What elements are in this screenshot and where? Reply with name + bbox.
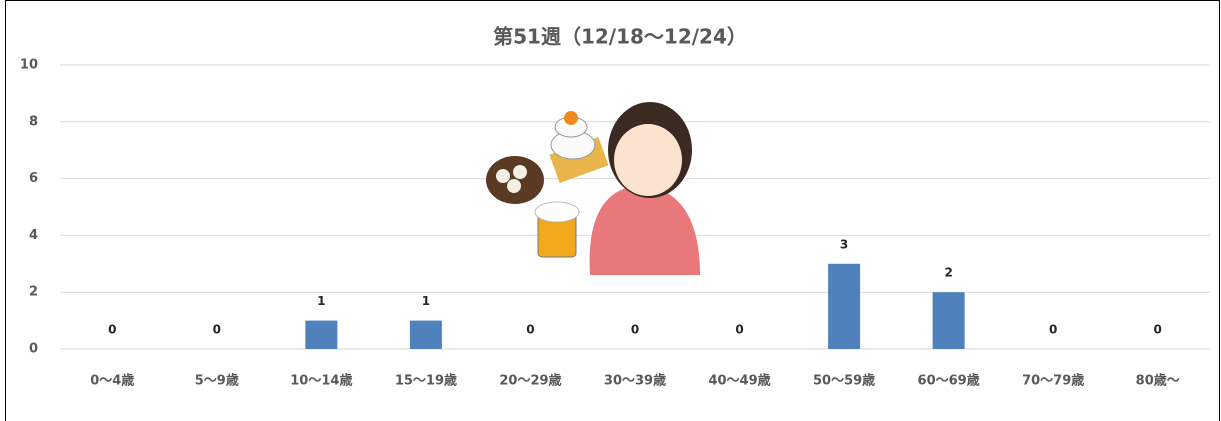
value-label: 0 [1154, 323, 1162, 337]
x-tick-label: 20～29歳 [499, 373, 561, 389]
y-tick-label: 6 [29, 171, 38, 186]
value-label: 0 [108, 323, 116, 337]
x-tick-label: 40～49歳 [708, 373, 770, 389]
dumpling [513, 165, 527, 179]
value-label: 0 [735, 323, 743, 337]
orange [564, 111, 578, 125]
x-tick-label: 10～14歳 [290, 373, 352, 389]
face [614, 124, 682, 196]
bar [305, 321, 337, 349]
value-label: 1 [422, 294, 430, 308]
x-tick-label: 60～69歳 [918, 373, 980, 389]
foam [535, 202, 579, 222]
y-tick-label: 2 [29, 285, 38, 300]
y-tick-label: 8 [29, 114, 38, 129]
bar [410, 321, 442, 349]
value-label: 2 [944, 266, 952, 280]
x-tick-label: 70～79歳 [1022, 373, 1084, 389]
x-tick-label: 80歳～ [1136, 373, 1180, 389]
y-tick-label: 10 [20, 58, 38, 73]
dumpling [496, 169, 510, 183]
x-tick-label: 0～4歳 [90, 373, 134, 389]
value-label: 0 [631, 323, 639, 337]
x-tick-label: 30～39歳 [604, 373, 666, 389]
bar [933, 292, 965, 349]
x-tick-label: 50～59歳 [813, 373, 875, 389]
y-tick-label: 0 [29, 342, 38, 357]
x-tick-label: 5～9歳 [195, 373, 239, 389]
value-label: 1 [317, 294, 325, 308]
value-label: 3 [840, 237, 848, 251]
value-label: 0 [526, 323, 534, 337]
dumpling [507, 179, 521, 193]
x-tick-label: 15～19歳 [395, 373, 457, 389]
value-label: 0 [213, 323, 221, 337]
chart: 第51週（12/18～12/24） 02468100～4歳05～9歳010～14… [0, 0, 1221, 421]
chart-title: 第51週（12/18～12/24） [493, 25, 747, 49]
y-tick-label: 4 [29, 228, 38, 243]
value-label: 0 [1049, 323, 1057, 337]
bar [828, 264, 860, 349]
